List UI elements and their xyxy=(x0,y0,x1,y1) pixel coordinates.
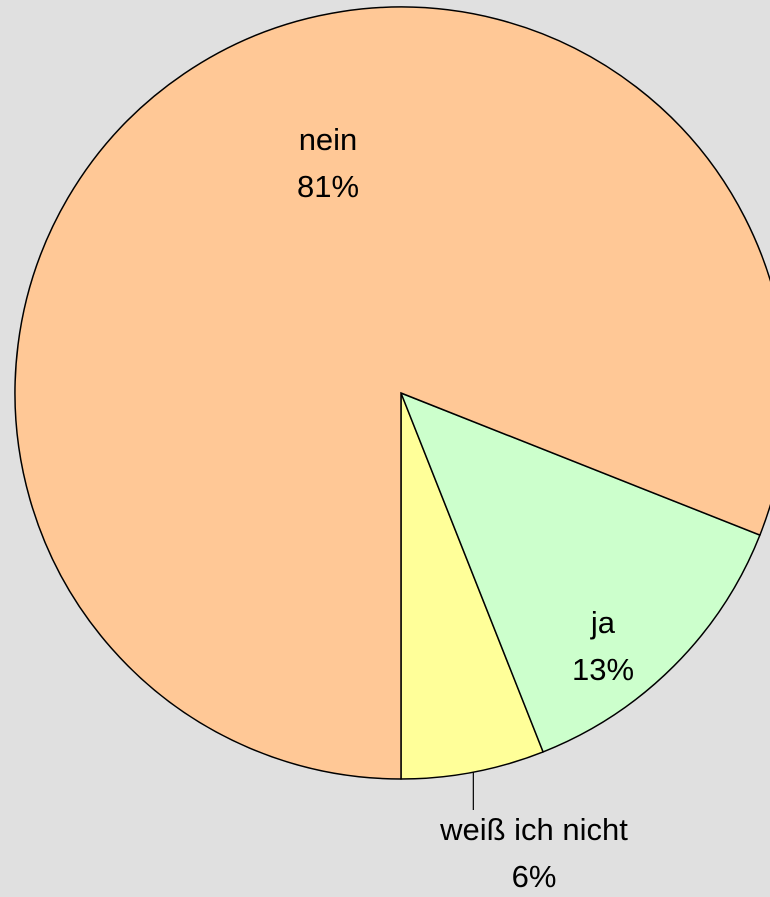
slice-value-label: 6% xyxy=(512,859,557,894)
pie-slice xyxy=(14,6,770,780)
pie-slice xyxy=(399,391,761,753)
pie-slice xyxy=(400,392,545,780)
slice-label: weiß ich nicht xyxy=(439,812,628,847)
slice-value-label: 13% xyxy=(572,652,634,687)
slice-value-label: 81% xyxy=(297,169,359,204)
slice-label: nein xyxy=(299,122,358,157)
slice-label: ja xyxy=(590,605,616,640)
